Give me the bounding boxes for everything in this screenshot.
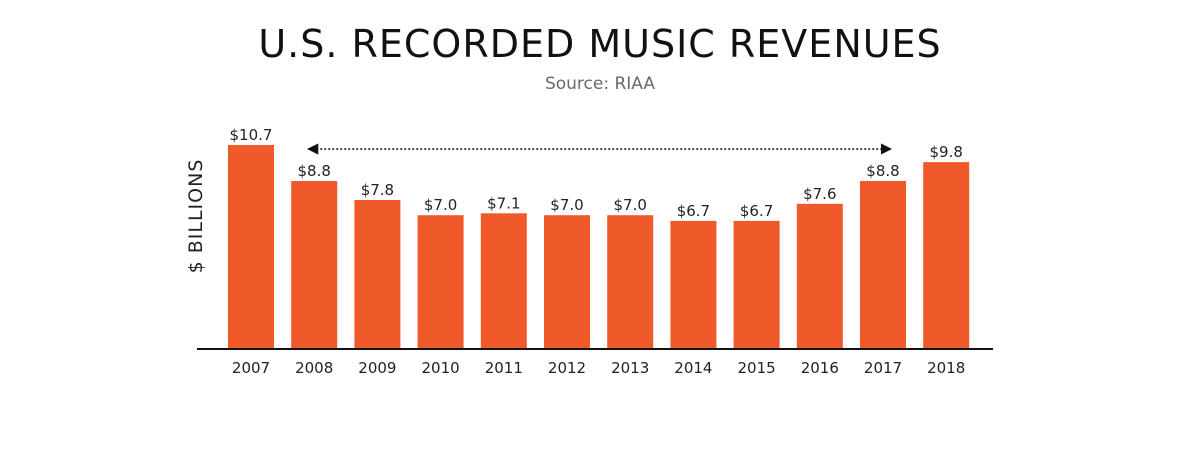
bar-2016 xyxy=(796,203,843,348)
x-tick-labels-group: 2007 2008 2009 2010 2011 2012 2013 2014 2015 2016… xyxy=(232,359,965,377)
bar-2014 xyxy=(670,220,717,348)
chart-title: U.S. RECORDED MUSIC REVENUES xyxy=(258,22,942,66)
value-label-2018: $9.8 xyxy=(929,143,962,161)
bar-2011 xyxy=(480,213,527,348)
value-label-2008: $8.8 xyxy=(297,162,330,180)
value-label-2007: $10.7 xyxy=(230,126,273,144)
y-axis-label: $ BILLIONS xyxy=(185,159,207,274)
bar-2007 xyxy=(228,145,274,348)
x-tick-label-2013: 2013 xyxy=(611,359,649,377)
value-label-2013: $7.0 xyxy=(613,196,646,214)
x-tick-label-2017: 2017 xyxy=(864,359,902,377)
bar-2015 xyxy=(733,220,780,348)
bar-2008 xyxy=(291,181,338,348)
bar-2009 xyxy=(354,200,401,348)
bar-2017 xyxy=(860,181,906,348)
value-labels-group: $10.7 $8.8 $7.8 $7.0 $7.1 $7.0 $7.0 $6.7 $6.7 $7.… xyxy=(230,126,963,220)
bars-group xyxy=(228,145,970,348)
value-label-2014: $6.7 xyxy=(677,202,710,220)
bar-2013 xyxy=(607,215,654,348)
value-label-2017: $8.8 xyxy=(866,162,899,180)
x-tick-label-2015: 2015 xyxy=(738,359,776,377)
bar-2010 xyxy=(417,215,464,348)
value-label-2016: $7.6 xyxy=(803,185,836,203)
value-label-2010: $7.0 xyxy=(424,196,457,214)
x-tick-label-2009: 2009 xyxy=(358,359,396,377)
value-label-2015: $6.7 xyxy=(740,202,773,220)
value-label-2009: $7.8 xyxy=(361,181,394,199)
x-tick-label-2008: 2008 xyxy=(295,359,333,377)
value-label-2012: $7.0 xyxy=(550,196,583,214)
x-tick-label-2010: 2010 xyxy=(422,359,460,377)
x-tick-label-2014: 2014 xyxy=(674,359,712,377)
value-label-2011: $7.1 xyxy=(487,194,520,212)
chart-subtitle: Source: RIAA xyxy=(544,74,656,94)
bar-2012 xyxy=(544,215,590,348)
bar-2018 xyxy=(923,162,970,348)
x-tick-label-2016: 2016 xyxy=(801,359,839,377)
x-tick-label-2018: 2018 xyxy=(927,359,965,377)
x-tick-label-2012: 2012 xyxy=(548,359,586,377)
x-tick-label-2007: 2007 xyxy=(232,359,270,377)
x-tick-label-2011: 2011 xyxy=(485,359,523,377)
